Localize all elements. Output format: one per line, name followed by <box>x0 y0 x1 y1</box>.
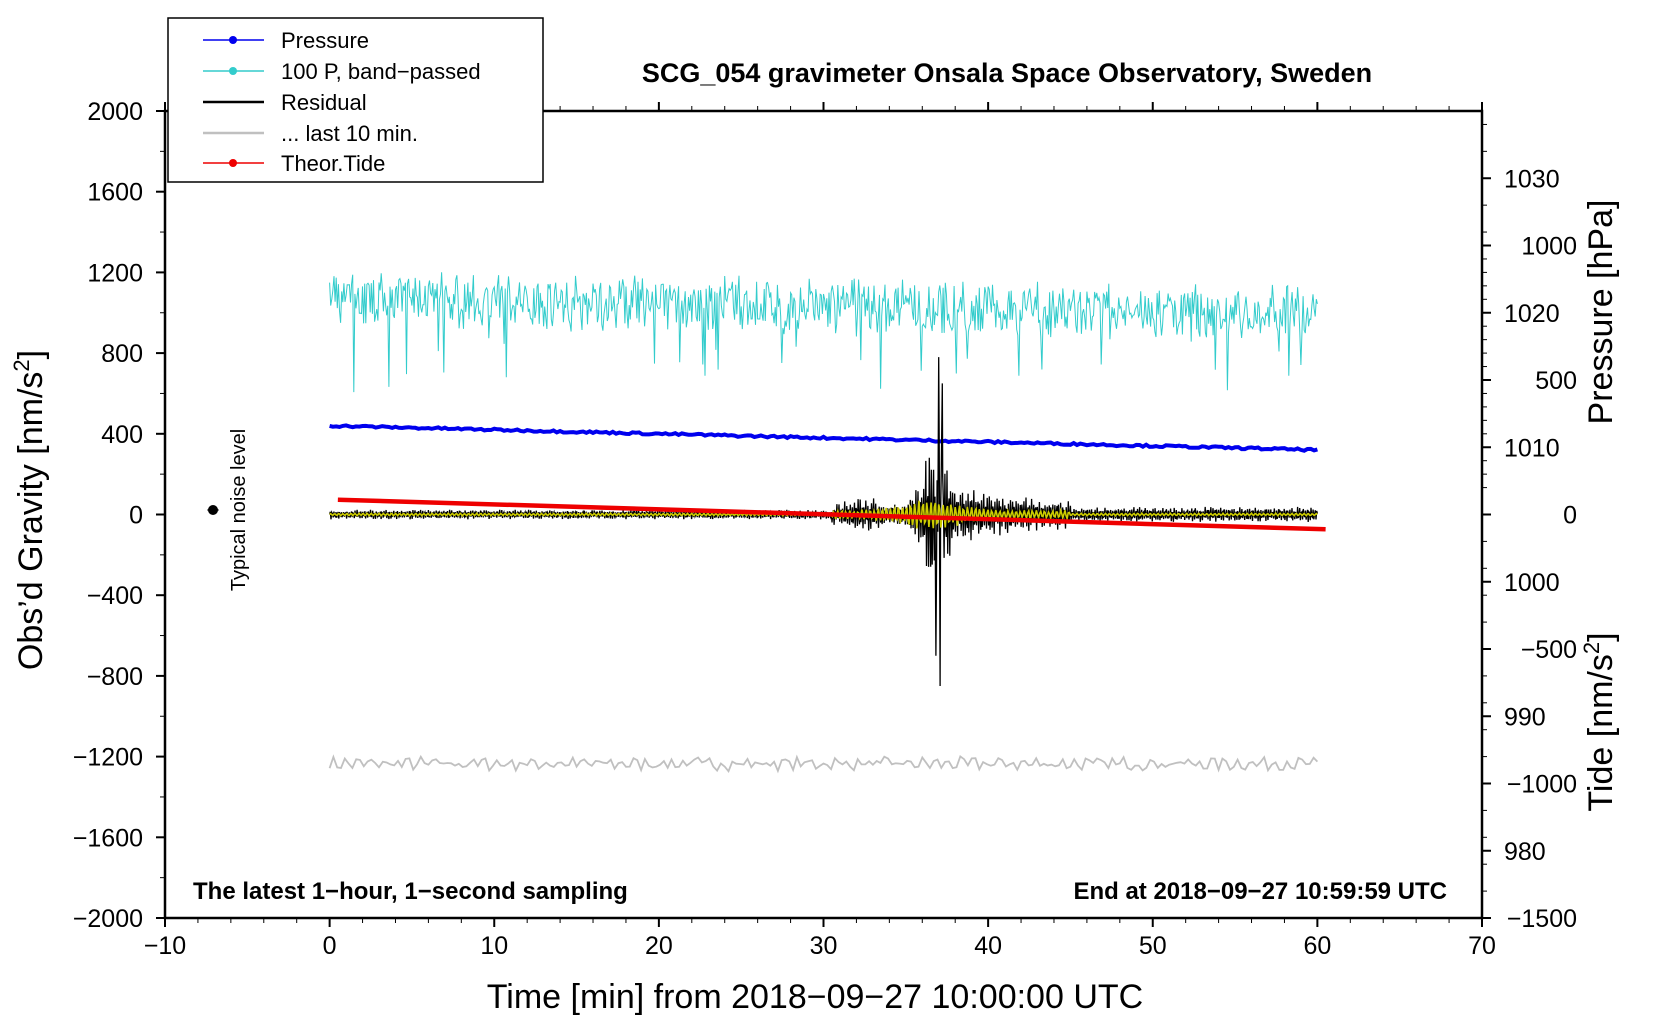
legend-marker-theor-tide <box>229 159 237 167</box>
x-tick-label: 0 <box>323 932 337 960</box>
pressure-tick-label: 990 <box>1504 703 1546 731</box>
x-tick-label: −10 <box>144 932 186 960</box>
y-left-tick-label: 800 <box>101 340 143 368</box>
x-tick-label: 40 <box>974 932 1002 960</box>
x-tick-label: 10 <box>480 932 508 960</box>
legend-label-theor-tide: Theor.Tide <box>281 151 385 176</box>
x-tick-label: 30 <box>810 932 838 960</box>
pressure-tick-label: 1000 <box>1504 569 1560 597</box>
tide-tick-label: −1000 <box>1507 771 1577 799</box>
legend-entry-band-passed: 100 P, band−passed <box>203 59 481 84</box>
y-axis-title-gravity: Obs’d Gravity [nm/s2] <box>9 350 50 670</box>
pressure-tick-label: 1030 <box>1504 165 1560 193</box>
y-left-tick-label: 1200 <box>87 259 143 287</box>
pressure-tick-label: 1020 <box>1504 300 1560 328</box>
x-tick-label: 70 <box>1468 932 1496 960</box>
legend-marker-band-passed <box>229 67 237 75</box>
y-left-tick-label: −800 <box>87 663 143 691</box>
y-left-tick-label: −1200 <box>73 744 143 772</box>
x-tick-label: 20 <box>645 932 673 960</box>
legend-entry-last-10-min: ... last 10 min. <box>203 121 418 146</box>
chart-title: SCG_054 gravimeter Onsala Space Observat… <box>642 58 1372 88</box>
y-left-tick-label: 400 <box>101 421 143 449</box>
series-theor-tide <box>337 497 1326 532</box>
legend: Pressure 100 P, band−passed Residual ...… <box>167 17 544 183</box>
y-axis-title-pressure: Pressure [hPa] <box>1582 200 1620 425</box>
legend-label-residual: Residual <box>281 90 367 115</box>
legend-entry-residual: Residual <box>203 90 367 115</box>
legend-box <box>167 17 544 183</box>
noise-level-marker: Typical noise level <box>207 429 250 591</box>
y-left-tick-label: 2000 <box>87 98 143 126</box>
legend-label-band-passed: 100 P, band−passed <box>281 59 481 84</box>
x-tick-label: 50 <box>1139 932 1167 960</box>
legend-marker-pressure <box>229 36 237 44</box>
tide-tick-label: −500 <box>1521 636 1577 664</box>
y-axis-title-tide: Tide [nm/s2] <box>1579 632 1620 811</box>
legend-label-last-10-min: ... last 10 min. <box>281 121 418 146</box>
x-axis-title: Time [min] from 2018−09−27 10:00:00 UTC <box>487 978 1143 1016</box>
tide-tick-label: 500 <box>1535 367 1577 395</box>
series-pressure <box>329 423 1318 453</box>
series-last-10-min <box>328 754 1319 774</box>
plot-series-layer <box>328 272 1326 774</box>
noise-level-label: Typical noise level <box>228 429 250 591</box>
y-left-tick-label: 0 <box>129 502 143 530</box>
axis-ticks: −10 0 10 20 30 40 50 60 702000160012008004000−40… <box>73 98 1577 960</box>
y-left-tick-label: 1600 <box>87 179 143 207</box>
tide-tick-label: 1000 <box>1521 233 1577 261</box>
noise-level-point <box>208 505 218 515</box>
tide-tick-label: 0 <box>1563 502 1577 530</box>
y-left-tick-label: −1600 <box>73 824 143 852</box>
series-band-passed-pressure <box>329 272 1318 393</box>
tide-tick-label: −1500 <box>1507 905 1577 933</box>
legend-entry-pressure: Pressure <box>203 28 369 53</box>
bottom-right-note: End at 2018−09−27 10:59:59 UTC <box>1073 878 1447 905</box>
pressure-tick-label: 980 <box>1504 838 1546 866</box>
pressure-tick-label: 1010 <box>1504 434 1560 462</box>
y-left-tick-label: −400 <box>87 582 143 610</box>
x-tick-label: 60 <box>1303 932 1331 960</box>
bottom-left-note: The latest 1−hour, 1−second sampling <box>193 878 628 905</box>
series-residual <box>328 357 1319 687</box>
legend-entry-theor-tide: Theor.Tide <box>203 151 385 176</box>
y-left-tick-label: −2000 <box>73 905 143 933</box>
legend-label-pressure: Pressure <box>281 28 369 53</box>
